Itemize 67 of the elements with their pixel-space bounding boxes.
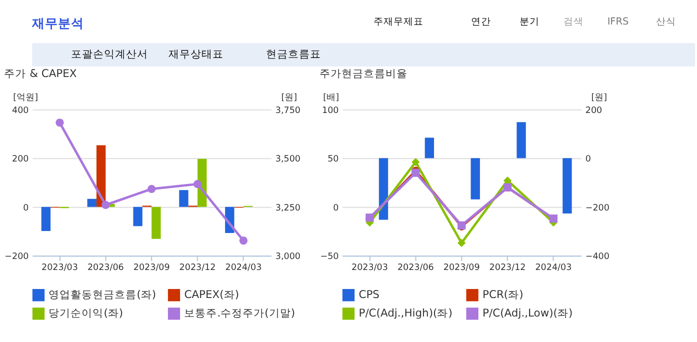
y2-tick-label: 0: [585, 154, 591, 165]
x-tick-label: 2023/03: [352, 262, 388, 273]
y-tick-label: 0: [23, 203, 29, 214]
y2-axis-title: [원]: [281, 93, 298, 104]
text: 포괄손익계산서: [71, 48, 148, 61]
y2-axis-title: [원]: [591, 93, 608, 104]
bar: [41, 206, 51, 232]
bar: [516, 122, 526, 158]
text: 검색: [563, 16, 584, 28]
text: 주재무제표: [373, 16, 424, 28]
legend-label: CPS: [358, 288, 380, 302]
y-tick-label: −200: [4, 252, 29, 262]
text: IFRS: [607, 16, 629, 28]
chart-title: 주가 & CAPEX: [4, 67, 78, 80]
y2-tick-label: −400: [585, 252, 610, 262]
legend-label: PCR(좌): [482, 288, 524, 302]
text: 연간: [470, 16, 491, 28]
y2-tick-label: 3,000: [275, 252, 300, 262]
legend-label: CAPEX(좌): [184, 288, 240, 302]
chart-title: 주가현금흐름비율: [320, 67, 408, 80]
bar: [152, 206, 161, 239]
legend-label: 당기순이익(좌): [48, 306, 124, 320]
point: [102, 200, 110, 210]
x-tick-label: 2023/09: [443, 262, 480, 273]
x-tick-label: 2023/03: [42, 262, 78, 273]
y-axis-title: [배]: [323, 93, 339, 104]
text: 재무분석: [31, 16, 84, 31]
y2-tick-label: 3,500: [275, 154, 300, 165]
x-tick-label: 2023/06: [87, 262, 124, 273]
text: 산식: [656, 16, 676, 28]
point: [193, 180, 202, 188]
legend-label: P/C(Adj.,High)(좌): [358, 306, 452, 320]
y-tick-label: 50: [328, 154, 339, 165]
legend-label: P/C(Adj.,Low)(좌): [482, 306, 573, 320]
x-tick-label: 2023/09: [133, 262, 170, 273]
y2-tick-label: 3,750: [275, 106, 300, 116]
point: [239, 236, 248, 245]
y-tick-label: 100: [322, 106, 339, 116]
y-tick-label: 200: [12, 154, 29, 165]
y-tick-label: 0: [333, 203, 339, 214]
x-tick-label: 2023/12: [489, 262, 526, 273]
y2-tick-label: 3,250: [275, 203, 300, 214]
y-tick-label: 400: [12, 106, 29, 116]
x-tick-label: 2023/06: [397, 262, 434, 273]
point: [458, 238, 466, 248]
y2-tick-label: 200: [585, 106, 602, 116]
bar: [179, 190, 188, 207]
point: [412, 158, 420, 166]
bar: [378, 158, 388, 220]
bar: [470, 158, 480, 200]
text: 분기: [520, 16, 540, 28]
bar: [424, 138, 434, 158]
y2-tick-label: −200: [585, 203, 610, 214]
bar: [562, 158, 572, 214]
text: 현금흐름표: [266, 48, 322, 61]
y-tick-label: −50: [320, 252, 339, 262]
bar: [87, 198, 96, 207]
x-tick-label: 2024/03: [225, 262, 262, 273]
legend-label: 영업활동현금흐름(좌): [48, 288, 156, 302]
point: [56, 118, 64, 127]
legend-label: 보통주.수정주가(기말): [184, 306, 296, 320]
text: 재무상태표: [168, 48, 224, 61]
x-tick-label: 2024/03: [535, 262, 572, 273]
point: [148, 184, 156, 194]
y-axis-title: [억원]: [13, 93, 38, 104]
x-tick-label: 2023/12: [179, 262, 216, 273]
bar: [133, 206, 142, 226]
